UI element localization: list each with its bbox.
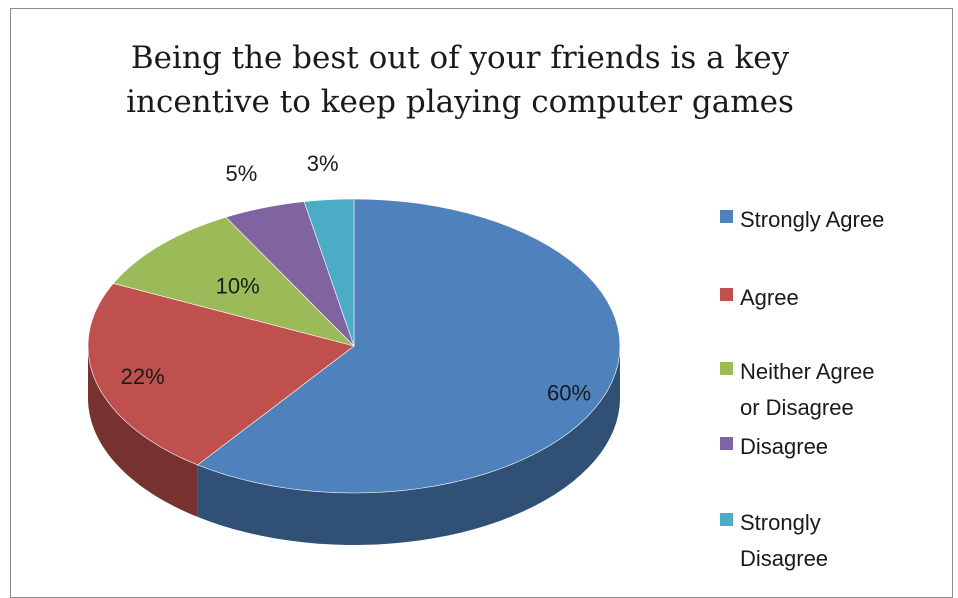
pie-slice-strongly-disagree (303, 198, 355, 347)
pie-slice-disagree (225, 201, 355, 347)
data-labels: 60% 22% 10% 5% 3% (121, 151, 591, 406)
pie-top (87, 198, 621, 494)
data-label-neither-agree-or-disagree: 10% (216, 274, 260, 299)
pie-slice-side-agree (88, 346, 198, 517)
legend-swatch (720, 437, 733, 450)
pie-side-walls (88, 346, 620, 545)
legend-swatch (720, 210, 733, 223)
legend-label: Agree (740, 285, 799, 310)
data-label-disagree: 5% (226, 161, 258, 186)
legend-swatch (720, 288, 733, 301)
data-label-strongly-agree: 60% (547, 381, 591, 406)
legend-label: Strongly Agree (740, 207, 885, 232)
pie-chart: 60% 22% 10% 5% 3% (87, 151, 621, 545)
pie-slice-side-strongly-agree (197, 346, 620, 545)
legend-swatch (720, 513, 733, 526)
data-label-strongly-disagree: 3% (307, 151, 339, 176)
data-label-agree: 22% (121, 364, 165, 389)
legend-label: Neither Agree or Disagree (740, 359, 875, 420)
legend-label: Strongly Disagree (740, 510, 829, 571)
legend-label: Disagree (740, 434, 829, 459)
pie-slice-strongly-agree (197, 198, 621, 494)
chart-title: Being the best out of your friends is a … (126, 40, 794, 120)
pie-slice-neither-agree-or-disagree (112, 216, 355, 347)
legend-swatch (720, 362, 733, 375)
